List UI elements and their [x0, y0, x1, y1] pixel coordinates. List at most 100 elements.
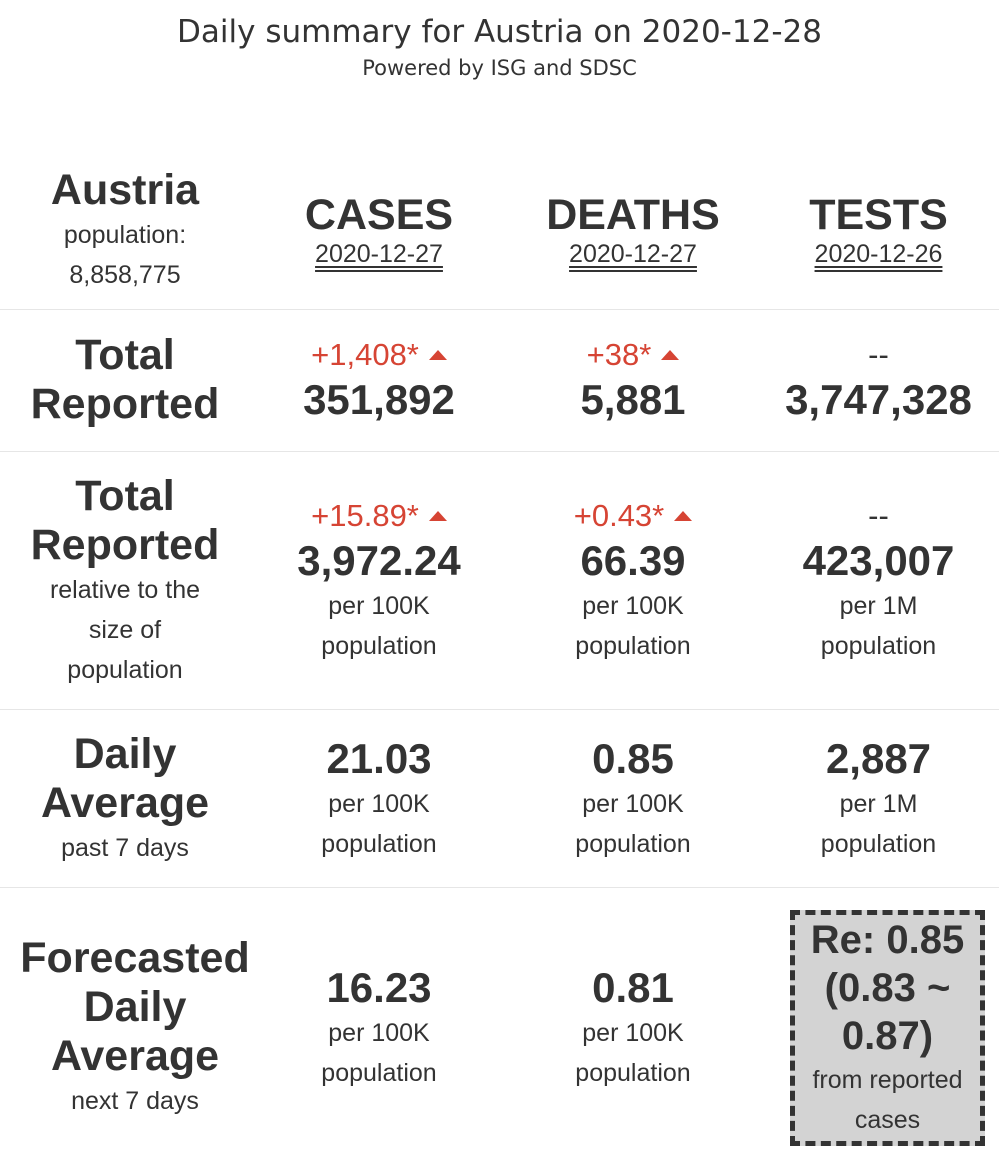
daily-deaths-cell: 0.85 per 100K population: [508, 734, 758, 864]
row-divider: [0, 451, 999, 452]
relative-cases-unit1: per 100K: [328, 591, 430, 620]
re-value: Re: 0.85: [810, 918, 965, 962]
relative-deaths-delta: +0.43*: [574, 496, 693, 536]
forecast-cases-unit1: per 100K: [328, 1018, 430, 1047]
daily-deaths-unit2: population: [575, 829, 691, 858]
daily-deaths-value: 0.85: [592, 734, 674, 782]
re-range-low: (0.83 ~: [824, 966, 951, 1010]
increase-triangle-icon: [428, 510, 447, 521]
population-label: population:: [63, 221, 187, 249]
daily-tests-unit2: population: [820, 829, 937, 858]
tests-header-label: TESTS: [809, 191, 948, 239]
re-note-line2: cases: [854, 1106, 921, 1134]
daily-tests-unit1: per 1M: [839, 789, 918, 818]
relative-note-line1: relative to the: [49, 575, 201, 604]
re-estimate-box: Re: 0.85 (0.83 ~ 0.87) from reported cas…: [790, 910, 985, 1146]
relative-row: Total Reported relative to the size of p…: [0, 452, 999, 709]
daily-average-label-line2: Average: [40, 778, 210, 827]
relative-label-line1: Total: [75, 471, 175, 520]
relative-deaths-unit2: population: [575, 631, 691, 660]
daily-tests-value: 2,887: [825, 734, 932, 782]
increase-triangle-icon: [674, 510, 693, 521]
daily-tests-cell: 2,887 per 1M population: [758, 734, 999, 864]
relative-tests-cell: -- 423,007 per 1M population: [758, 496, 999, 666]
relative-cases-unit2: population: [321, 631, 437, 660]
relative-deaths-value: 66.39: [580, 536, 686, 584]
total-reported-row: Total Reported +1,408* 351,892 +38* 5,88…: [0, 310, 999, 450]
increase-triangle-icon: [661, 350, 680, 360]
relative-cases-delta-text: +15.89*: [311, 497, 419, 533]
cases-header-label: CASES: [304, 191, 454, 239]
tests-column-header: TESTS 2020-12-26: [758, 191, 999, 269]
total-deaths-delta: +38*: [587, 335, 680, 375]
page-title: Daily summary for Austria on 2020-12-28: [177, 14, 822, 50]
forecast-deaths-cell: 0.81 per 100K population: [508, 963, 758, 1093]
relative-tests-unit2: population: [820, 631, 937, 660]
population-value: 8,858,775: [69, 261, 181, 289]
country-cell: Austria population: 8,858,775: [0, 165, 250, 295]
forecast-cases-unit2: population: [321, 1058, 437, 1087]
total-tests-value: 3,747,328: [785, 376, 972, 423]
page-subtitle: Powered by ISG and SDSC: [362, 56, 637, 80]
total-tests-cell: -- 3,747,328: [758, 335, 999, 425]
daily-deaths-unit1: per 100K: [582, 789, 684, 818]
re-range-high: 0.87): [841, 1014, 934, 1058]
daily-cases-value: 21.03: [326, 734, 432, 782]
total-cases-cell: +1,408* 351,892: [250, 335, 508, 425]
relative-deaths-cell: +0.43* 66.39 per 100K population: [508, 496, 758, 666]
total-reported-label-line2: Reported: [30, 380, 220, 428]
forecast-row: Forecasted Daily Average next 7 days 16.…: [0, 888, 999, 1167]
total-cases-delta: +1,408*: [311, 335, 447, 375]
cases-header-date: 2020-12-27: [315, 240, 443, 268]
header-row: Austria population: 8,858,775 CASES 2020…: [0, 150, 999, 310]
relative-tests-delta: --: [868, 497, 889, 533]
forecast-cases-cell: 16.23 per 100K population: [250, 963, 508, 1093]
tests-header-date: 2020-12-26: [814, 240, 943, 268]
relative-deaths-delta-text: +0.43*: [573, 497, 665, 533]
forecast-label: Forecasted Daily Average next 7 days: [0, 934, 250, 1121]
row-divider: [0, 309, 999, 310]
total-reported-label: Total Reported: [0, 331, 250, 429]
total-deaths-cell: +38* 5,881: [508, 335, 758, 425]
row-divider: [0, 709, 999, 710]
relative-cases-delta: +15.89*: [311, 496, 447, 536]
daily-average-label: Daily Average past 7 days: [0, 730, 250, 868]
increase-triangle-icon: [428, 350, 447, 360]
re-note-line1: from reported: [812, 1066, 963, 1094]
relative-note-line2: size of: [88, 615, 162, 644]
daily-average-note: past 7 days: [61, 833, 189, 862]
forecast-label-line3: Average: [50, 1032, 220, 1080]
daily-average-label-line1: Daily: [73, 729, 177, 778]
deaths-header-date: 2020-12-27: [569, 240, 697, 268]
forecast-deaths-value: 0.81: [592, 963, 674, 1011]
daily-cases-unit2: population: [321, 829, 437, 858]
relative-deaths-unit1: per 100K: [582, 591, 684, 620]
relative-cases-cell: +15.89* 3,972.24 per 100K population: [250, 496, 508, 666]
total-tests-delta: --: [868, 337, 889, 372]
total-reported-label-line1: Total: [75, 331, 175, 379]
cases-column-header: CASES 2020-12-27: [250, 191, 508, 269]
row-divider: [0, 887, 999, 888]
country-name: Austria: [50, 166, 200, 214]
relative-tests-value: 423,007: [802, 536, 955, 584]
relative-note-line3: population: [67, 655, 183, 684]
daily-cases-cell: 21.03 per 100K population: [250, 734, 508, 864]
forecast-deaths-unit1: per 100K: [582, 1018, 684, 1047]
forecast-cases-value: 16.23: [326, 963, 432, 1011]
daily-average-row: Daily Average past 7 days 21.03 per 100K…: [0, 710, 999, 887]
forecast-label-line1: Forecasted: [20, 934, 250, 982]
relative-tests-unit1: per 1M: [839, 591, 918, 620]
deaths-header-label: DEATHS: [546, 191, 720, 239]
daily-cases-unit1: per 100K: [328, 789, 430, 818]
relative-cases-value: 3,972.24: [297, 536, 461, 584]
relative-label-line2: Reported: [30, 520, 220, 569]
total-cases-value: 351,892: [303, 376, 455, 423]
total-deaths-delta-text: +38*: [586, 337, 652, 372]
total-deaths-value: 5,881: [580, 376, 686, 423]
forecast-deaths-unit2: population: [575, 1058, 691, 1087]
relative-label: Total Reported relative to the size of p…: [0, 472, 250, 690]
total-cases-delta-text: +1,408*: [311, 337, 419, 372]
forecast-label-line2: Daily: [83, 983, 187, 1031]
deaths-column-header: DEATHS 2020-12-27: [508, 191, 758, 269]
forecast-note: next 7 days: [71, 1087, 199, 1115]
